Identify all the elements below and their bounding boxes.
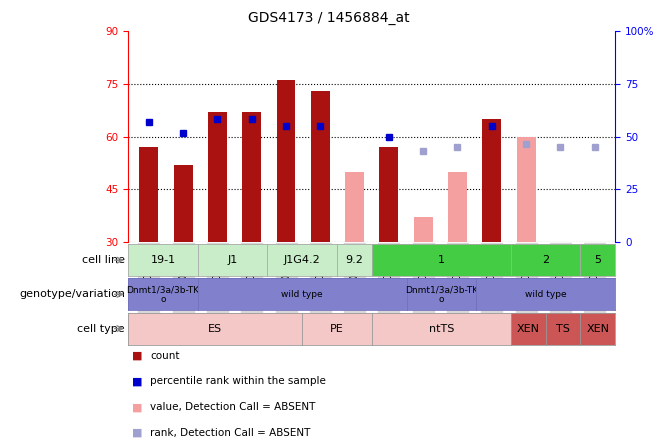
Bar bbox=[414, 218, 433, 242]
Bar bbox=[517, 137, 536, 242]
Bar bbox=[174, 165, 193, 242]
Text: count: count bbox=[150, 351, 180, 361]
Text: J1G4.2: J1G4.2 bbox=[284, 255, 320, 265]
Bar bbox=[448, 172, 467, 242]
Text: XEN: XEN bbox=[517, 324, 540, 333]
Text: cell type: cell type bbox=[78, 324, 125, 333]
Text: ES: ES bbox=[208, 324, 222, 333]
Text: 2: 2 bbox=[542, 255, 549, 265]
Bar bbox=[276, 80, 295, 242]
Text: 9.2: 9.2 bbox=[345, 255, 363, 265]
Bar bbox=[208, 112, 227, 242]
Text: Dnmt1/3a/3b-TK
o: Dnmt1/3a/3b-TK o bbox=[126, 285, 199, 304]
Text: ■: ■ bbox=[132, 351, 142, 361]
Text: ■: ■ bbox=[132, 402, 142, 412]
Text: cell line: cell line bbox=[82, 255, 125, 265]
Text: ■: ■ bbox=[132, 428, 142, 438]
Bar bbox=[311, 91, 330, 242]
Bar bbox=[345, 172, 364, 242]
Text: 1: 1 bbox=[438, 255, 445, 265]
Text: TS: TS bbox=[556, 324, 570, 333]
Text: ■: ■ bbox=[132, 377, 142, 386]
Text: J1: J1 bbox=[228, 255, 238, 265]
Text: PE: PE bbox=[330, 324, 344, 333]
Text: wild type: wild type bbox=[525, 290, 567, 299]
Text: GDS4173 / 1456884_at: GDS4173 / 1456884_at bbox=[248, 11, 410, 25]
Bar bbox=[482, 119, 501, 242]
Text: rank, Detection Call = ABSENT: rank, Detection Call = ABSENT bbox=[150, 428, 311, 438]
Text: 5: 5 bbox=[594, 255, 601, 265]
Text: Dnmt1/3a/3b-TK
o: Dnmt1/3a/3b-TK o bbox=[405, 285, 478, 304]
Text: genotype/variation: genotype/variation bbox=[19, 289, 125, 299]
Text: ntTS: ntTS bbox=[428, 324, 454, 333]
Bar bbox=[242, 112, 261, 242]
Text: value, Detection Call = ABSENT: value, Detection Call = ABSENT bbox=[150, 402, 315, 412]
Text: XEN: XEN bbox=[586, 324, 609, 333]
Text: wild type: wild type bbox=[282, 290, 323, 299]
Text: percentile rank within the sample: percentile rank within the sample bbox=[150, 377, 326, 386]
Text: 19-1: 19-1 bbox=[151, 255, 176, 265]
Bar bbox=[380, 147, 398, 242]
Bar bbox=[139, 147, 159, 242]
